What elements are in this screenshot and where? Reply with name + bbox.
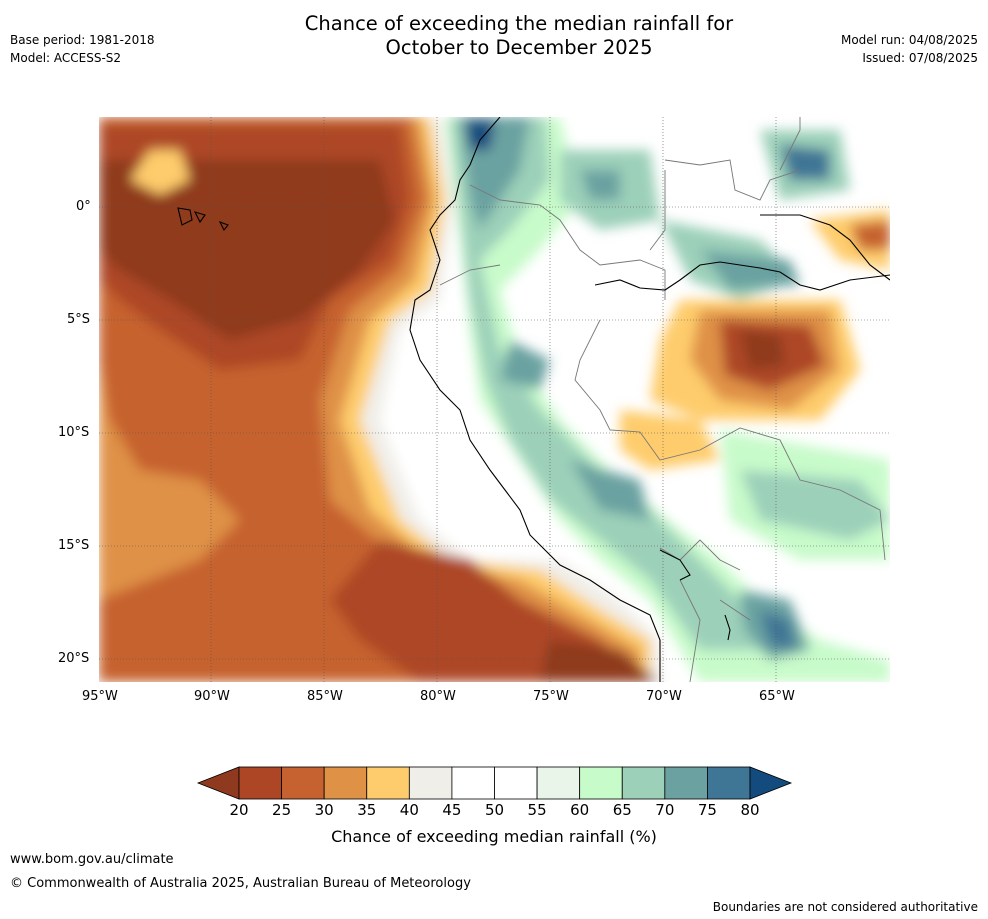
title-line-1: Chance of exceeding the median rainfall …: [304, 12, 734, 35]
colorbar-segment: [238, 766, 282, 800]
coastline: [177, 117, 890, 682]
issued-date: Issued: 07/08/2025: [862, 51, 978, 65]
colorbar-tick-label: 60: [570, 801, 590, 819]
colorbar-tick-label: 25: [272, 801, 292, 819]
colorbar-segment: [579, 766, 623, 800]
lat-label-15s: 15°S: [58, 538, 90, 553]
lon-label-75w: 75°W: [533, 689, 569, 704]
lon-label-90w: 90°W: [194, 689, 230, 704]
lon-label-80w: 80°W: [420, 689, 456, 704]
colorbar-arrow-high: [749, 766, 793, 800]
lat-label-20s: 20°S: [58, 651, 90, 666]
map-field: [99, 117, 890, 682]
colorbar-segment: [366, 766, 410, 800]
colorbar-label: Chance of exceeding median rainfall (%): [331, 827, 657, 846]
colorbar-tick-label: 70: [655, 801, 675, 819]
footer-copyright: © Commonwealth of Australia 2025, Austra…: [10, 876, 471, 891]
colorbar-segment: [451, 766, 495, 800]
colorbar-tick-label: 65: [612, 801, 632, 819]
colorbar-segment: [536, 766, 581, 800]
map-title: Chance of exceeding the median rainfall …: [0, 12, 988, 60]
lon-label-95w: 95°W: [82, 689, 118, 704]
colorbar-segment: [664, 766, 708, 800]
colorbar-tick-label: 55: [527, 801, 547, 819]
colorbar-tick-label: 30: [314, 801, 334, 819]
footer-url: www.bom.gov.au/climate: [10, 852, 174, 867]
colorbar-segment: [281, 766, 325, 800]
colorbar-arrow-low: [196, 766, 240, 800]
lat-label-5s: 5°S: [67, 312, 91, 327]
colorbar-tick-label: 50: [484, 801, 505, 819]
colorbar-tick-label: 20: [229, 801, 249, 819]
country-borders: [439, 117, 886, 682]
colorbar-tick-label: 80: [740, 801, 760, 819]
lon-label-85w: 85°W: [307, 689, 343, 704]
graticule: [99, 117, 890, 682]
footer-disclaimer: Boundaries are not considered authoritat…: [712, 900, 978, 914]
model-run: Model run: 04/08/2025: [840, 33, 978, 47]
colorbar-segment: [408, 766, 453, 800]
colorbar-tick-label: 45: [442, 801, 462, 819]
base-period: Base period: 1981-2018: [10, 33, 155, 47]
colorbar-segment: [621, 766, 666, 800]
title-line-2: October to December 2025: [385, 36, 653, 59]
lat-label-0: 0°: [76, 199, 91, 214]
colorbar-tick-label: 75: [697, 801, 717, 819]
model-name: Model: ACCESS-S2: [10, 51, 122, 65]
lon-label-70w: 70°W: [646, 689, 682, 704]
colorbar-tick-label: 35: [357, 801, 377, 819]
lat-label-10s: 10°S: [58, 425, 90, 440]
colorbar-tick-label: 40: [399, 801, 419, 819]
lon-label-65w: 65°W: [759, 689, 795, 704]
colorbar-segment: [323, 766, 368, 800]
colorbar-segment: [494, 766, 538, 800]
colorbar-segment: [707, 766, 751, 800]
